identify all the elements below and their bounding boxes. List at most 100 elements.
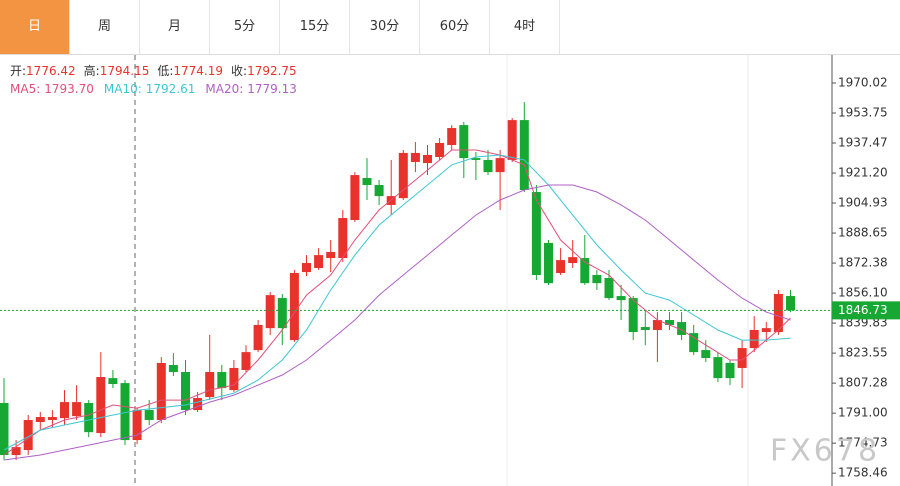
candle-body xyxy=(665,320,674,325)
candle-body xyxy=(423,154,432,164)
period-tab[interactable]: 月 xyxy=(140,0,210,54)
y-tick-label: 1937.47 xyxy=(838,136,888,150)
legend-value: 1792.61 xyxy=(146,82,196,96)
candle-body xyxy=(60,402,69,419)
candle-body xyxy=(786,296,795,311)
y-tick-label: 1921.20 xyxy=(838,166,888,180)
y-tick-label: 1791.00 xyxy=(838,406,888,420)
candle-body xyxy=(677,322,687,335)
candle-body xyxy=(96,377,106,434)
candle-body xyxy=(302,263,311,273)
info-value: 1794.15 xyxy=(100,64,150,78)
candle-body xyxy=(459,125,469,159)
period-tab[interactable]: 4时 xyxy=(490,0,560,54)
y-tick-label: 1823.55 xyxy=(838,346,888,360)
candle-body xyxy=(229,367,239,391)
candle-body xyxy=(398,152,408,199)
candle-body xyxy=(253,324,263,351)
ma-legend: MA5: 1793.70 MA10: 1792.61 MA20: 1779.13 xyxy=(10,82,297,96)
candle-body xyxy=(314,255,324,269)
period-tab[interactable]: 15分 xyxy=(280,0,350,54)
ma-line xyxy=(3,154,791,451)
y-tick-label: 1758.46 xyxy=(838,466,888,480)
candle-body xyxy=(725,362,735,379)
candle-body xyxy=(326,251,336,259)
candle-body xyxy=(471,158,481,160)
candle-body xyxy=(144,410,154,420)
candle-body xyxy=(350,175,360,221)
candle-body xyxy=(507,120,517,160)
legend-value: 1779.13 xyxy=(247,82,297,96)
candle-body xyxy=(568,257,578,264)
y-tick-label: 1872.38 xyxy=(838,256,888,270)
candle-body xyxy=(592,275,602,284)
info-value: 1776.42 xyxy=(26,64,76,78)
candle-body xyxy=(435,142,445,157)
current-price-box xyxy=(832,301,900,320)
period-tab[interactable]: 日 xyxy=(0,0,70,54)
y-tick-label: 1888.65 xyxy=(838,226,888,240)
candle-body xyxy=(580,258,590,284)
y-tick-label: 1970.02 xyxy=(838,75,888,89)
candle-body xyxy=(556,260,566,273)
candle-body xyxy=(616,296,626,301)
y-tick-label: 1807.28 xyxy=(838,376,888,390)
info-label: 收: xyxy=(231,64,247,78)
candle-body xyxy=(410,152,420,162)
candle-body xyxy=(544,242,553,284)
candle-body xyxy=(640,327,650,330)
y-tick-label: 1953.75 xyxy=(838,106,888,120)
candle-body xyxy=(35,417,45,423)
candle-body xyxy=(604,277,614,299)
period-tab[interactable]: 周 xyxy=(70,0,140,54)
candle-body xyxy=(773,294,783,333)
candle-body xyxy=(531,192,541,276)
candle-body xyxy=(495,158,505,173)
candle-body xyxy=(72,402,82,417)
info-label: 开: xyxy=(10,64,26,78)
info-value: 1792.75 xyxy=(247,64,297,78)
candle-body xyxy=(701,350,711,359)
candle-body xyxy=(241,352,251,370)
candle-body xyxy=(0,403,9,456)
candle-body xyxy=(108,378,118,385)
period-tab[interactable]: 5分 xyxy=(210,0,280,54)
info-label: 高: xyxy=(84,63,100,78)
info-label: 低: xyxy=(157,64,173,78)
candle-body xyxy=(23,419,33,451)
candle-body xyxy=(193,398,203,411)
info-value: 1774.19 xyxy=(173,64,223,78)
candle-body xyxy=(749,329,759,349)
candle-body xyxy=(761,328,771,333)
legend-name: MA10: xyxy=(104,82,142,96)
candle-body xyxy=(181,372,190,411)
current-price-label: 1846.73 xyxy=(838,303,888,317)
candle-body xyxy=(689,333,699,353)
ohlc-info: 开:1776.42 高:1794.15 低:1774.19 收:1792.75 xyxy=(10,63,297,78)
period-tab[interactable]: 60分 xyxy=(420,0,490,54)
candle-body xyxy=(338,218,348,259)
candle-body xyxy=(11,447,21,456)
y-tick-label: 1774.73 xyxy=(838,436,888,450)
candle-body xyxy=(628,298,638,333)
candle-body xyxy=(47,417,57,420)
period-tab[interactable]: 30分 xyxy=(350,0,420,54)
legend-name: MA20: xyxy=(205,82,243,96)
candle-body xyxy=(205,372,215,398)
ma-line xyxy=(3,184,791,461)
candle-body xyxy=(483,159,493,173)
candle-body xyxy=(374,185,384,197)
ma-line xyxy=(3,149,791,456)
period-tabs: 日周月 5分 15分 30分 60分 4时 xyxy=(0,0,900,55)
candle-body xyxy=(84,403,94,433)
candle-body xyxy=(132,409,142,441)
candle-body xyxy=(519,120,529,190)
candle-body xyxy=(652,320,662,330)
candle-body xyxy=(713,357,723,379)
candle-body xyxy=(265,295,275,329)
candle-body xyxy=(277,298,287,329)
candle-body xyxy=(156,362,166,420)
candle-body xyxy=(362,178,372,186)
